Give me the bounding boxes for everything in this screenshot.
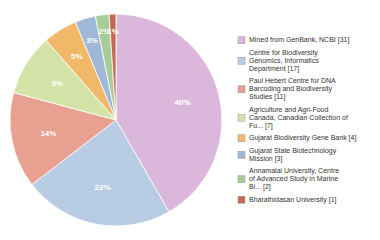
legend-swatch [238, 37, 245, 44]
data-label: 5% [71, 52, 83, 61]
legend-swatch [238, 151, 245, 158]
legend-swatch [238, 176, 245, 183]
data-label: 22% [95, 183, 111, 192]
data-label: 1% [107, 27, 119, 36]
chart-container: 40%22%14%9%5%3%2%1%Mined from GenBank, N… [0, 0, 380, 240]
legend-label: Annamalai University, Centreof Advanced … [249, 167, 339, 191]
legend-swatch [238, 114, 245, 121]
legend-label: Mined from GenBank, NCBI [31] [249, 36, 349, 44]
data-label: 9% [52, 79, 64, 88]
legend: Mined from GenBank, NCBI [31] Centre for … [238, 36, 356, 204]
legend-swatch [238, 135, 245, 142]
legend-label: Paul Hebert Centre for DNABarcoding and … [249, 77, 336, 101]
legend-label: Agriculture and Agri-FoodCanada, Canadia… [249, 106, 348, 130]
data-label: 40% [175, 98, 191, 107]
legend-label: Centre for BiodiversityGenomics, Informa… [249, 49, 319, 73]
legend-label: Bharathidasan University [1] [249, 196, 337, 204]
slice [32, 120, 169, 226]
legend-swatch [238, 196, 245, 203]
chart: 40%22%14%9%5%3%2%1%Mined from GenBank, N… [0, 0, 380, 240]
pie [10, 14, 222, 226]
data-label: 3% [86, 36, 98, 45]
legend-label: Gujarat Biodiversity Gene Bank [4] [249, 134, 356, 142]
legend-swatch [238, 57, 245, 64]
legend-swatch [238, 86, 245, 93]
data-label: 14% [40, 129, 56, 138]
data-labels: 40%22%14%9%5%3%2%1% [40, 27, 190, 193]
legend-label: Gujarat State BiotechnologyMission [3] [249, 147, 337, 163]
